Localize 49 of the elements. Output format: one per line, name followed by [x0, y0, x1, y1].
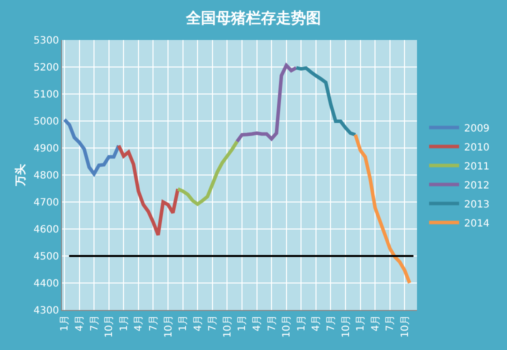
y-tick-label: 5100	[34, 90, 59, 100]
y-tick-label: 5300	[34, 36, 59, 46]
x-tick-label: 7月	[385, 315, 396, 332]
x-tick-label: 4月	[370, 315, 382, 332]
x-tick-label: 10月	[282, 315, 293, 338]
y-tick-label: 4700	[34, 198, 59, 208]
x-tick-label: 1月	[118, 315, 130, 332]
x-tick-label: 4月	[192, 315, 204, 332]
line-series	[235, 64, 298, 144]
x-tick-label: 4月	[311, 315, 322, 332]
legend-label: 2013	[464, 199, 490, 210]
x-tick-label: 7月	[148, 315, 160, 332]
x-tick-label: 7月	[89, 315, 100, 332]
line-series	[294, 66, 358, 137]
x-tick-label: 10月	[340, 315, 352, 338]
x-tick-label: 10月	[104, 315, 116, 338]
x-tick-label: 1月	[60, 315, 71, 332]
x-tick-label: 4月	[74, 315, 86, 332]
y-tick-label: 4400	[34, 278, 59, 290]
x-tick-label: 10月	[163, 315, 174, 338]
x-tick-label: 7月	[266, 315, 278, 332]
x-tick-label: 4月	[252, 315, 264, 332]
line-series	[62, 118, 120, 176]
x-tick-label: 1月	[178, 315, 190, 332]
line-series	[354, 133, 412, 285]
y-tick-label: 5200	[34, 62, 59, 74]
y-tick-label: 4500	[34, 252, 59, 262]
x-tick-label: 4月	[134, 315, 145, 332]
x-tick-label: 7月	[208, 315, 219, 332]
x-tick-label: 10月	[222, 315, 234, 338]
legend-label: 2012	[464, 180, 490, 192]
line-series	[176, 140, 239, 206]
legend-label: 2010	[464, 142, 490, 154]
y-tick-label: 5000	[34, 116, 59, 128]
x-tick-label: 10月	[400, 315, 411, 338]
line-series	[116, 144, 180, 237]
x-tick-label: 1月	[356, 315, 367, 332]
y-tick-label: 4900	[34, 144, 59, 154]
legend-label: 2009	[464, 123, 490, 134]
chart-title: 全国母猪栏存走势图	[185, 8, 321, 27]
y-tick-label: 4300	[34, 306, 59, 316]
y-tick-label: 4600	[34, 224, 59, 236]
y-tick-label: 4800	[34, 170, 59, 182]
x-tick-label: 1月	[237, 315, 248, 332]
x-tick-label: 7月	[326, 315, 337, 332]
legend-label: 2014	[464, 218, 490, 230]
y-axis-title: 万头	[14, 164, 28, 187]
legend-label: 2011	[464, 161, 490, 172]
x-tick-label: 1月	[296, 315, 308, 332]
